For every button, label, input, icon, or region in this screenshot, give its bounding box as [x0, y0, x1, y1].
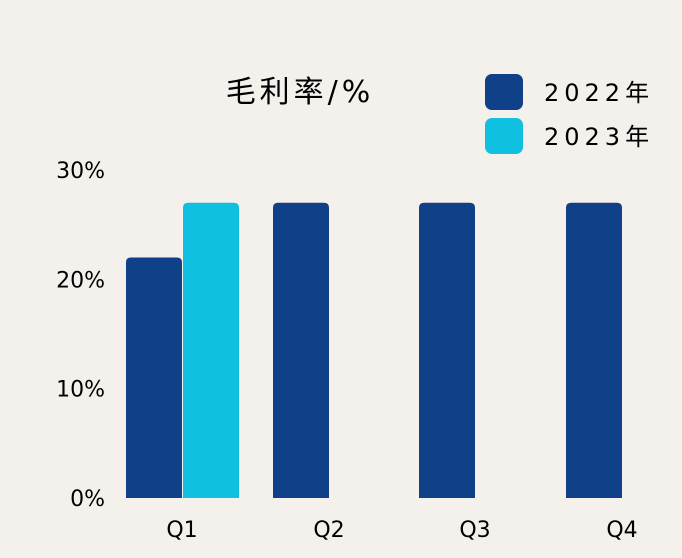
legend-swatch-2023 [485, 118, 523, 154]
bar-q3-2022 [419, 202, 475, 499]
y-tick-label: 20% [56, 268, 105, 293]
bars [126, 202, 622, 499]
y-tick-label: 10% [56, 378, 105, 403]
bar-q4-2022 [566, 202, 622, 499]
chart-title: 毛利率/% [226, 75, 375, 110]
x-tick-label-q4: Q4 [606, 518, 637, 543]
legend-label-2022: 2022年 [544, 79, 654, 107]
legend: 2022年 2023年 [485, 74, 654, 154]
bar-q1-2023 [183, 202, 239, 499]
y-tick-label: 0% [70, 487, 105, 512]
bar-q1-2022 [126, 257, 182, 498]
x-tick-label-q1: Q1 [166, 518, 197, 543]
y-axis-ticks: 0% 10% 20% 30% [56, 159, 105, 512]
legend-label-2023: 2023年 [544, 123, 654, 151]
bar-q2-2022 [273, 202, 329, 499]
x-tick-label-q3: Q3 [459, 518, 490, 543]
y-tick-label: 30% [56, 159, 105, 184]
x-axis-ticks: Q1 Q2 Q3 Q4 [166, 518, 637, 543]
legend-swatch-2022 [485, 74, 523, 110]
x-tick-label-q2: Q2 [313, 518, 344, 543]
